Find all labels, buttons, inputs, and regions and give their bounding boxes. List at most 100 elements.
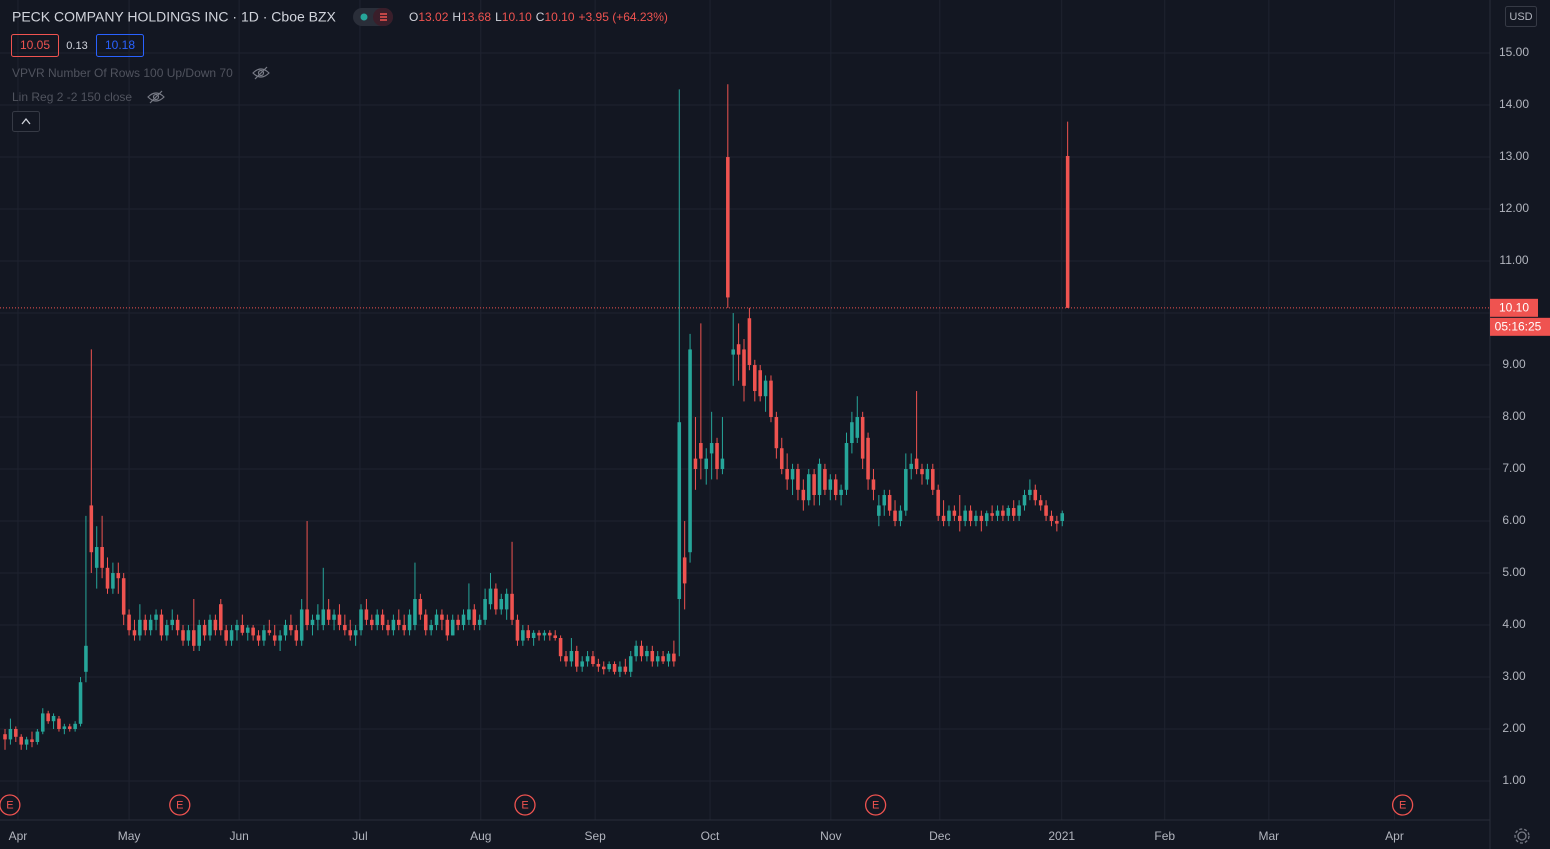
candle-body (548, 632, 552, 636)
candle-body (62, 726, 67, 730)
candle-body (1028, 489, 1032, 496)
candle-body (316, 614, 320, 620)
earnings-circle (864, 794, 887, 816)
candle-body (666, 653, 671, 662)
candle-body (483, 599, 487, 620)
candle-body (742, 349, 746, 386)
earnings-circle (1391, 794, 1414, 816)
ask-box[interactable]: 10.18 (96, 34, 144, 57)
candle-body (1038, 500, 1043, 506)
candle-body (278, 635, 282, 641)
y-tick-label: 15.00 (1499, 45, 1529, 59)
hide-icon[interactable] (147, 90, 165, 104)
ohlc-value: 13.02 (418, 10, 448, 24)
candle-body (30, 739, 34, 743)
candle-body (585, 656, 590, 662)
candle-body (51, 716, 56, 722)
candle-body (796, 469, 800, 490)
candle-body (235, 625, 239, 631)
candle-body (823, 469, 827, 490)
currency-button[interactable]: USD (1505, 6, 1537, 27)
y-tick-label: 12.00 (1499, 201, 1529, 215)
candle-body (596, 664, 601, 667)
candle-body (699, 443, 703, 459)
earnings-marker[interactable]: E (169, 794, 191, 816)
last-price-box (1490, 298, 1538, 317)
candle-body (127, 614, 131, 631)
candle-body (488, 588, 493, 605)
candle-body (418, 599, 423, 615)
candle-body (553, 635, 557, 639)
candle-body (224, 630, 228, 641)
candle-body (229, 630, 234, 641)
candle-body (289, 625, 293, 631)
ohlc-value: 10.10 (544, 10, 574, 24)
indicator-label: Lin Reg 2 -2 150 close (12, 90, 132, 104)
grid (0, 0, 1490, 820)
earnings-circle (0, 794, 21, 816)
candle-body (24, 739, 29, 745)
candle-body (931, 469, 935, 490)
candle-body (817, 463, 822, 496)
y-tick-label: 13.00 (1499, 149, 1529, 163)
countdown: 05:16:25 (1495, 319, 1542, 333)
y-tick-label: 14.00 (1499, 97, 1529, 111)
earnings-marker[interactable]: E (514, 794, 536, 816)
candle-body (790, 469, 795, 480)
candle-body (806, 474, 811, 501)
candle-body (957, 515, 962, 522)
ohlc-value: 13.68 (461, 10, 491, 24)
candle-body (963, 510, 967, 522)
candle-body (688, 349, 692, 553)
earnings-marker[interactable]: E (0, 794, 21, 816)
candle-body (947, 510, 951, 522)
candle-body (181, 630, 185, 641)
candle-body (67, 726, 72, 730)
candle-body (591, 656, 595, 665)
candle-body (40, 713, 45, 732)
candle-body (218, 604, 223, 631)
candle-body (337, 614, 342, 626)
x-tick-label: Mar (1259, 829, 1280, 843)
earnings-circle (514, 794, 536, 816)
candle-body (1001, 510, 1005, 516)
collapse-button[interactable] (12, 111, 40, 132)
candle-body (736, 344, 741, 355)
candle-body (877, 505, 881, 516)
settings-icon[interactable] (1514, 828, 1530, 844)
candle-body (601, 666, 606, 670)
candle-body (272, 635, 277, 641)
y-tick-label: 7.00 (1502, 461, 1526, 475)
candle-body (343, 625, 347, 631)
hide-icon[interactable] (252, 66, 270, 80)
ohlc-value: 10.10 (502, 10, 532, 24)
candle-body (57, 718, 61, 730)
x-tick-label: Nov (820, 829, 841, 843)
earnings-label: E (521, 799, 528, 811)
ohlc-legend: O13.02 H13.68 L10.10 C10.10 +3.95 (+64.23%) (409, 10, 668, 24)
x-tick-label: Apr (1385, 829, 1404, 843)
candle-body (639, 645, 644, 657)
visibility-toggle[interactable] (353, 8, 393, 26)
candle-body (990, 513, 994, 516)
candle-body (612, 664, 617, 672)
earnings-marker[interactable]: E (1391, 794, 1414, 816)
candle-body (380, 614, 385, 626)
candle-body (704, 458, 709, 470)
candle-body (467, 609, 471, 620)
candle-body (111, 573, 115, 589)
candle-body (731, 349, 735, 355)
candle-body (564, 656, 568, 662)
candle-body (839, 489, 843, 496)
candle-body (84, 645, 88, 672)
y-tick-label: 8.00 (1502, 409, 1526, 423)
earnings-marker[interactable]: E (864, 794, 887, 816)
x-tick-label: Jul (352, 829, 367, 843)
candle-body (477, 619, 482, 626)
candle-body (348, 630, 353, 636)
earnings-label: E (176, 799, 183, 811)
candle-body (882, 495, 887, 506)
candle-body (1022, 495, 1027, 506)
candle-body (170, 619, 175, 626)
bid-box[interactable]: 10.05 (11, 34, 59, 57)
